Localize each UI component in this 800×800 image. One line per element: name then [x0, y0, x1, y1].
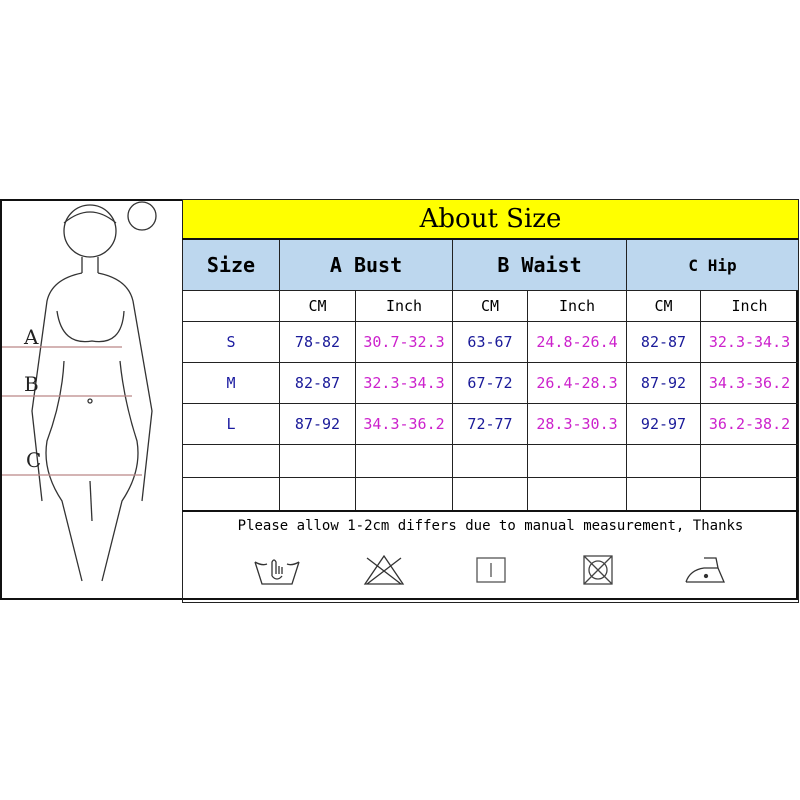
label-b: B — [24, 372, 39, 396]
waist-cm: 63-67 — [452, 321, 528, 363]
size-cell: L — [182, 403, 280, 445]
waist-cm: 67-72 — [452, 362, 528, 404]
waist-inch: 24.8-26.4 — [527, 321, 627, 363]
hip-cm: 82-87 — [626, 321, 701, 363]
unit-cm: CM — [626, 290, 701, 322]
hip-cm: 87-92 — [626, 362, 701, 404]
measurement-note: Please allow 1-2cm differs due to manual… — [237, 518, 744, 534]
table-row: S 78-82 30.7-32.3 63-67 24.8-26.4 82-87 … — [182, 321, 800, 363]
body-measurement-figure: A B C — [2, 201, 157, 582]
unit-cm: CM — [279, 290, 356, 322]
unit-inch: Inch — [699, 290, 800, 322]
label-c: C — [26, 448, 41, 472]
waist-cm: 72-77 — [452, 403, 528, 445]
table-row: M 82-87 32.3-34.3 67-72 26.4-28.3 87-92 … — [182, 362, 800, 404]
bust-inch: 30.7-32.3 — [355, 321, 453, 363]
hip-inch: 32.3-34.3 — [699, 321, 800, 363]
table-title: About Size — [181, 199, 800, 240]
do-not-tumble-dry-icon — [582, 555, 613, 585]
header-size: Size — [182, 238, 280, 291]
table-row: L 87-92 34.3-36.2 72-77 28.3-30.3 92-97 … — [182, 403, 800, 445]
bust-inch: 32.3-34.3 — [355, 362, 453, 404]
note-cell: Please allow 1-2cm differs due to manual… — [181, 510, 800, 603]
bust-cm: 82-87 — [279, 362, 356, 404]
iron-low-icon — [684, 557, 725, 583]
hip-inch: 36.2-38.2 — [699, 403, 800, 445]
size-table: About Size Size A Bust B Waist C Hip CM … — [181, 199, 800, 603]
unit-cm: CM — [452, 290, 528, 322]
bust-cm: 78-82 — [279, 321, 356, 363]
size-cell: M — [182, 362, 280, 404]
empty-row — [182, 444, 800, 478]
header-waist: B Waist — [452, 238, 627, 291]
unit-inch: Inch — [527, 290, 627, 322]
hand-wash-icon — [253, 559, 300, 585]
bust-inch: 34.3-36.2 — [355, 403, 453, 445]
header-bust: A Bust — [279, 238, 453, 291]
do-not-bleach-icon — [363, 554, 404, 585]
hip-inch: 34.3-36.2 — [699, 362, 800, 404]
care-icons — [183, 534, 798, 588]
empty-row — [182, 477, 800, 512]
unit-inch: Inch — [355, 290, 453, 322]
hip-cm: 92-97 — [626, 403, 701, 445]
unit-blank — [182, 290, 280, 322]
header-hip: C Hip — [625, 238, 800, 291]
line-dry-icon — [475, 557, 506, 583]
waist-inch: 26.4-28.3 — [527, 362, 627, 404]
bust-cm: 87-92 — [279, 403, 356, 445]
label-a: A — [23, 325, 39, 349]
waist-inch: 28.3-30.3 — [527, 403, 627, 445]
size-cell: S — [182, 321, 280, 363]
